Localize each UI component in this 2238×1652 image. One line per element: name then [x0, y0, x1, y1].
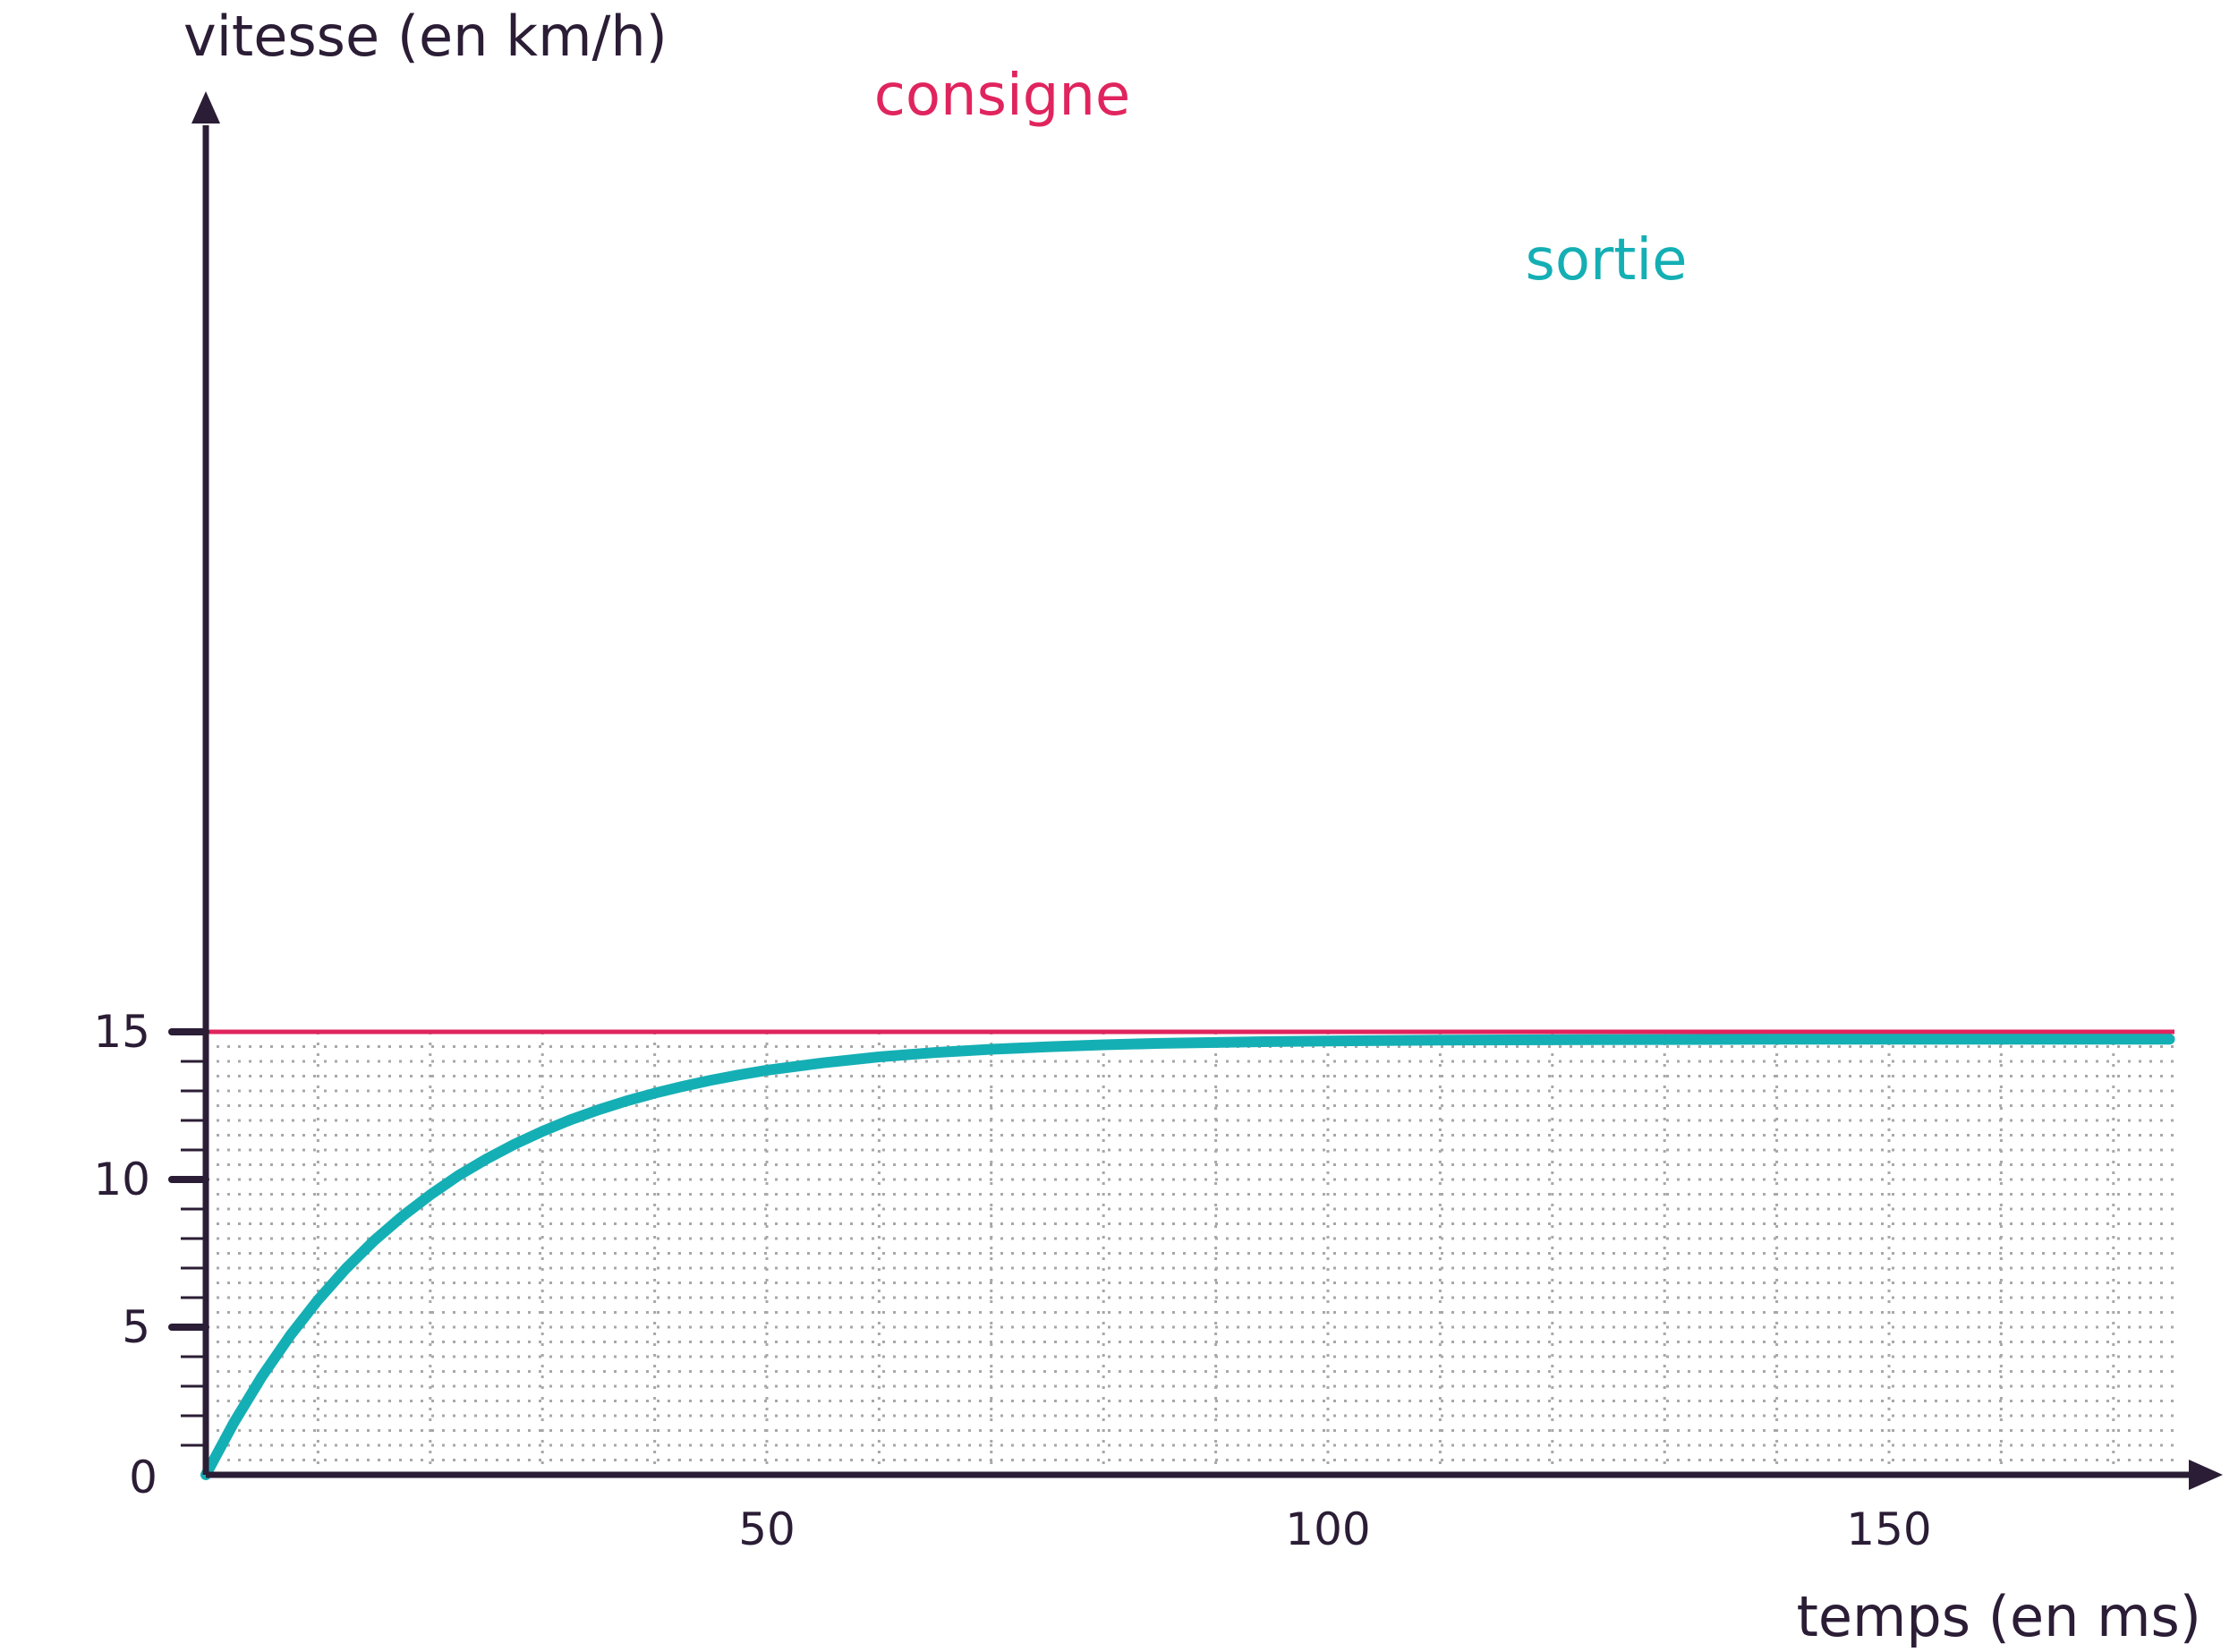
series-label-consigne: consigne — [874, 63, 1131, 129]
grid — [206, 1032, 2174, 1475]
y-axis-label: vitesse (en km/h) — [183, 4, 668, 69]
series-line-sortie — [200, 1034, 2175, 1480]
y-tick-label: 5 — [122, 1301, 150, 1353]
axes: 5 10 15 50 100 150 — [93, 91, 2223, 1555]
x-tick-label: 150 — [1846, 1503, 1931, 1555]
y-axis-arrow — [191, 91, 220, 123]
plot-area — [170, 1029, 2175, 1480]
x-tick-label: 100 — [1285, 1503, 1370, 1555]
y-tick-label: 10 — [93, 1154, 150, 1205]
x-tick-label: 50 — [738, 1503, 796, 1555]
series-label-sortie: sortie — [1525, 227, 1687, 294]
x-axis-label: temps (en ms) — [1797, 1584, 2201, 1649]
x-axis-arrow — [2189, 1460, 2223, 1490]
origin-label: 0 — [129, 1452, 157, 1503]
y-tick-label: 15 — [93, 1006, 150, 1058]
